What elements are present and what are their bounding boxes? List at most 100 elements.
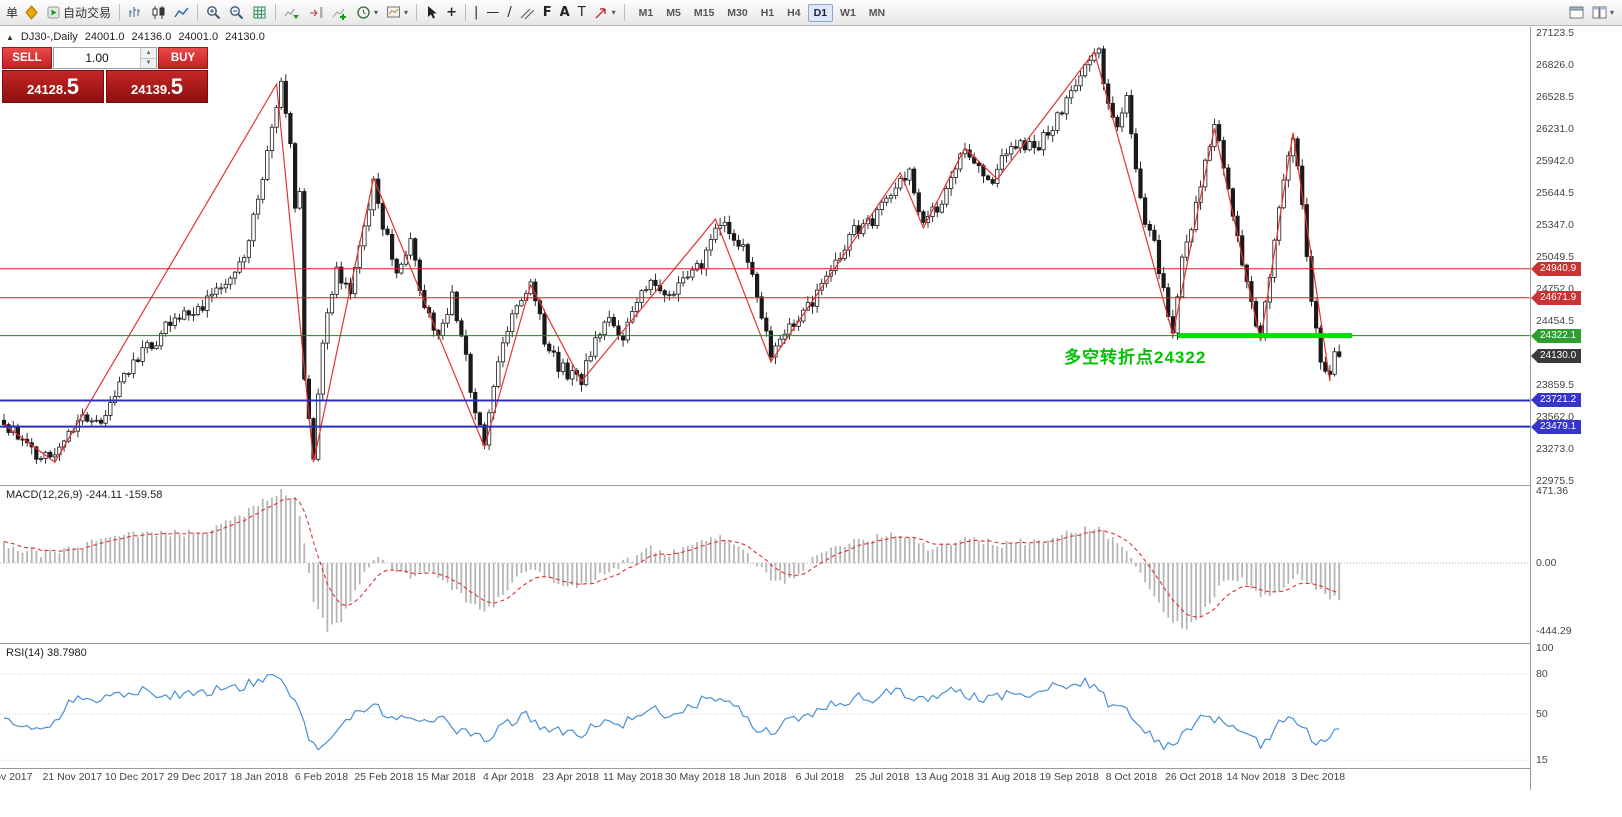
axis-tick-label: 25347.0 (1536, 219, 1574, 231)
date-axis-label: 13 Aug 2018 (915, 771, 974, 783)
periods-clock-icon (357, 6, 370, 19)
date-axis-label: 6 Jul 2018 (795, 771, 845, 783)
high-value: 24136.0 (131, 31, 172, 43)
label-tool-icon: T (577, 5, 586, 20)
grid-button[interactable] (248, 2, 271, 23)
axis-tick-label: 25049.5 (1536, 251, 1574, 263)
channel-button[interactable] (516, 2, 539, 23)
timeframe-d1-button[interactable]: D1 (807, 3, 834, 22)
panel-separator[interactable] (0, 643, 1622, 644)
axis-tick-label: 22975.5 (1536, 475, 1574, 487)
trendline-button[interactable]: / (503, 2, 515, 23)
volume-down-icon[interactable]: ▼ (141, 58, 156, 68)
toolbar: 单 自动交易 (0, 0, 1622, 26)
symbol-period-label: DJ30-,Daily (20, 31, 78, 43)
rsi-indicator-label: RSI(14) 38.7980 (6, 647, 87, 659)
autotrading-button[interactable]: 自动交易 (43, 2, 115, 23)
axis-tick-label: 23273.0 (1536, 443, 1574, 455)
candlestick-chart-button[interactable] (147, 2, 170, 23)
toolbar-right-group: ▾ (1565, 2, 1618, 23)
date-axis-label: 30 May 2018 (664, 771, 726, 783)
cursor-button[interactable] (421, 2, 442, 23)
macd-indicator-label: MACD(12,26,9) -244.11 -159.58 (6, 489, 163, 501)
new-order-button[interactable] (20, 2, 43, 23)
volume-input[interactable]: 1.00 (85, 51, 109, 65)
axis-tick-label: 26528.5 (1536, 91, 1574, 103)
vertical-line-button[interactable]: | (470, 2, 482, 23)
volume-field: 1.00 ▲ ▼ (53, 47, 157, 69)
order-menu-label[interactable]: 单 (6, 6, 19, 20)
crosshair-button[interactable]: + (442, 2, 461, 23)
price-marker-24940.9: 24940.9 (1531, 262, 1582, 276)
rsi-line (3, 673, 1340, 751)
line-chart-button[interactable] (170, 2, 193, 23)
chart-shift-button[interactable] (304, 2, 328, 23)
indicators-button[interactable] (328, 2, 352, 23)
grid-icon (253, 6, 266, 19)
timeframe-m5-button[interactable]: M5 (666, 6, 681, 19)
price-axis[interactable]: 27123.5 26826.0 26528.5 26231.0 25942.0 25644… (1531, 27, 1622, 790)
autotrading-play-icon (47, 6, 60, 19)
periods-button[interactable]: ▾ (352, 2, 382, 23)
horizontal-line-button[interactable]: — (482, 2, 503, 23)
sell-button[interactable]: SELL (2, 47, 52, 69)
auto-scroll-button[interactable] (280, 2, 304, 23)
date-axis-label: 15 Mar 2018 (416, 771, 476, 783)
toolbar-separator (119, 4, 121, 21)
timeframe-w1-button[interactable]: W1 (840, 6, 856, 19)
zoom-in-icon (207, 6, 221, 20)
timeframe-h1-button[interactable]: H1 (760, 6, 775, 19)
date-axis-label: 29 Dec 2017 (167, 771, 227, 783)
timeframe-h4-button[interactable]: H4 (787, 6, 801, 19)
arrow-tool-icon (595, 8, 606, 19)
buy-button[interactable]: BUY (158, 47, 208, 69)
axis-tick-label: 80 (1536, 668, 1548, 680)
toolbar-separator (416, 4, 418, 21)
collapse-panel-icon[interactable]: ▲ (6, 32, 14, 42)
buy-price-button[interactable]: 24139. 5 (106, 70, 208, 103)
chevron-down-icon: ▾ (1609, 7, 1614, 17)
timeframe-m30-button[interactable]: M30 (727, 6, 748, 19)
volume-up-icon[interactable]: ▲ (141, 48, 156, 59)
axis-tick-label: 0.00 (1536, 557, 1557, 569)
date-axis-label: 6 Feb 2018 (294, 771, 349, 783)
price-marker-24130.0: 24130.0 (1531, 349, 1582, 363)
macd-signal-line (3, 498, 1340, 618)
chevron-down-icon: ▾ (374, 7, 379, 17)
fibonacci-button[interactable]: F (539, 2, 556, 23)
axis-tick-label: 25644.5 (1536, 187, 1574, 199)
fibonacci-icon: F (542, 5, 552, 20)
date-axis-label: 25 Jul 2018 (855, 771, 910, 783)
timeframe-m15-button[interactable]: M15 (693, 6, 715, 19)
timeframe-mn-button[interactable]: MN (868, 6, 886, 19)
macd-histogram (3, 489, 1341, 633)
date-axis-label: 11 May 2018 (603, 771, 663, 783)
sell-price: 24128. (26, 82, 67, 97)
templates-button[interactable]: ▾ (382, 2, 412, 23)
candlestick-chart-icon (152, 6, 165, 19)
chart-canvas[interactable] (0, 27, 1530, 790)
timeframe-m1-button[interactable]: M1 (638, 6, 654, 19)
arrows-button[interactable]: ▾ (590, 2, 620, 23)
date-axis-label: 8 Oct 2018 (1105, 771, 1158, 783)
sell-price-button[interactable]: 24128. 5 (2, 70, 104, 103)
date-axis-label: 10 Dec 2017 (104, 771, 165, 783)
autotrading-label: 自动交易 (63, 6, 112, 20)
window-icon (1569, 6, 1584, 19)
panel-separator[interactable] (0, 485, 1622, 486)
new-chart-window-button[interactable] (1565, 2, 1588, 23)
zoom-in-button[interactable] (202, 2, 225, 23)
date-axis-label: 23 Apr 2018 (542, 771, 600, 783)
zigzag-line (3, 50, 1331, 464)
window-layout-button[interactable]: ▾ (1588, 2, 1618, 23)
price-marker-23721.2: 23721.2 (1531, 393, 1582, 407)
label-button[interactable]: T (574, 2, 590, 23)
zoom-out-button[interactable] (225, 2, 248, 23)
line-chart-icon (174, 7, 189, 18)
axis-tick-label: 26231.0 (1536, 123, 1574, 135)
bar-chart-button[interactable] (124, 2, 147, 23)
chart-shift-icon (310, 7, 323, 18)
panel-separator (0, 768, 1622, 769)
text-button[interactable]: A (556, 2, 574, 23)
